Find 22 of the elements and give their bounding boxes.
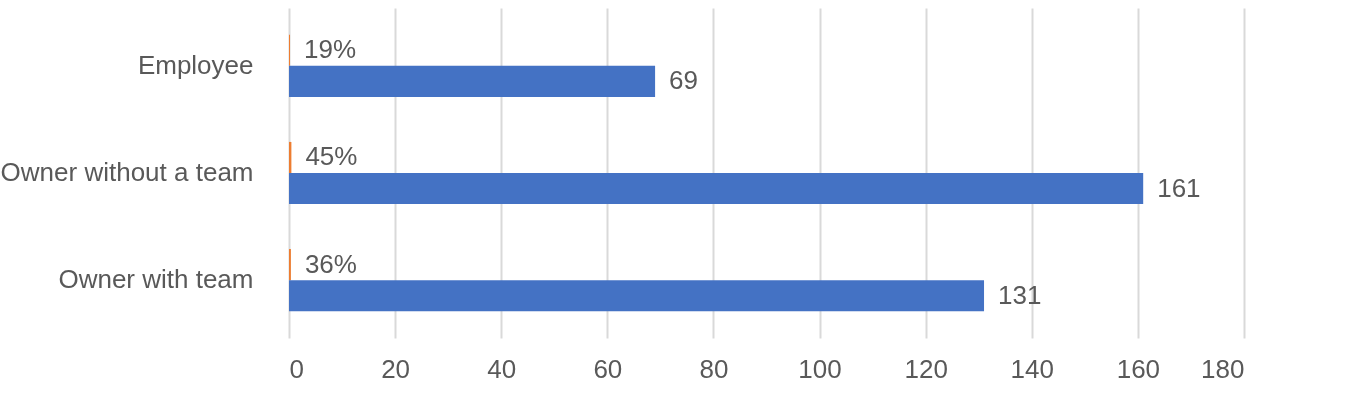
y-tick-label: Owner without a team [0, 157, 254, 187]
x-tick-label: 100 [798, 353, 842, 384]
x-tick-label: 140 [1010, 353, 1054, 384]
x-tick-label: 120 [904, 353, 948, 384]
bar [289, 173, 1144, 205]
data-label: 19% [304, 34, 357, 65]
data-label: 36% [304, 248, 357, 279]
data-label: 161 [1157, 172, 1201, 203]
y-tick-label: Owner with team [58, 264, 254, 295]
data-label: 131 [998, 279, 1042, 310]
x-tick-label: 0 [289, 353, 304, 384]
x-tick-label: 40 [487, 353, 517, 384]
x-tick-label: 160 [1116, 353, 1161, 384]
x-tick-label: 60 [593, 353, 623, 384]
data-label: 45% [305, 141, 358, 172]
x-tick-label: 20 [381, 353, 411, 384]
x-tick-label: 80 [699, 353, 729, 384]
x-tick-label: 180 [1201, 353, 1245, 384]
data-label: 69 [669, 65, 699, 96]
y-tick-label: Employee [137, 49, 254, 80]
bar [289, 280, 985, 312]
bar [289, 65, 656, 97]
